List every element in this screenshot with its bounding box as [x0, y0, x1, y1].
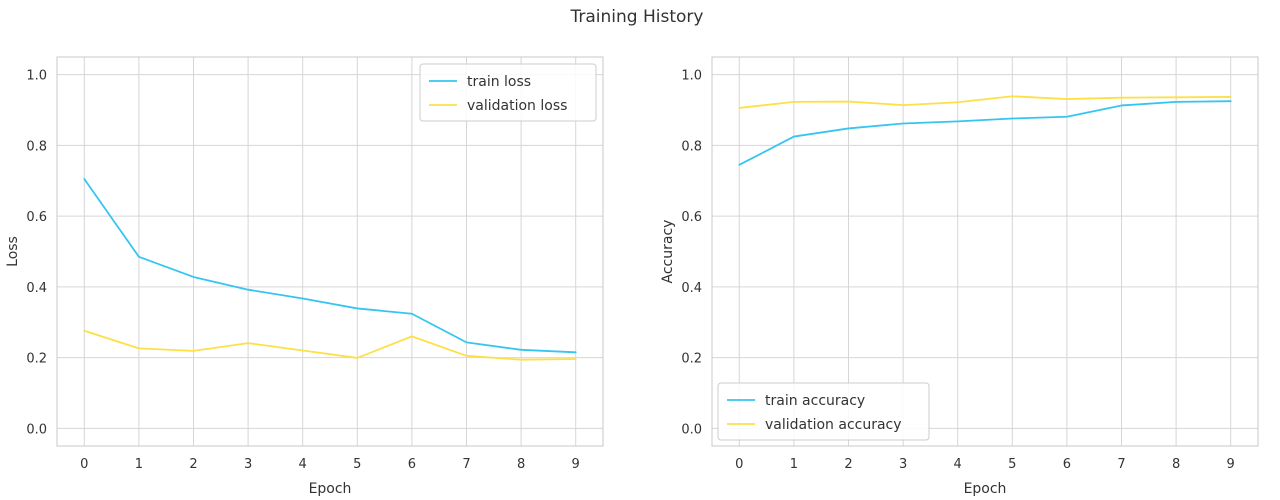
accuracy-series-line-train: [738, 100, 1232, 166]
loss-x-tick-label: 2: [189, 457, 197, 472]
loss-x-tick-label: 5: [353, 457, 361, 472]
loss-y-axis-label: Loss: [5, 236, 21, 267]
loss-grid: [57, 57, 603, 446]
loss-y-tick-label: 0.2: [26, 352, 47, 367]
accuracy-y-tick-label: 0.8: [681, 139, 702, 154]
accuracy-legend: train accuracy validation accuracy: [717, 382, 930, 441]
loss-x-tick-label: 3: [244, 457, 252, 472]
loss-y-tick-label: 0.8: [26, 139, 47, 154]
loss-y-tick-label: 0.0: [26, 422, 47, 437]
loss-plot-frame: [56, 56, 604, 447]
loss-x-tick-label: 4: [299, 457, 307, 472]
accuracy-plot-frame: [711, 56, 1259, 447]
accuracy-y-tick-label: 0.6: [681, 210, 702, 225]
loss-x-tick-label: 6: [408, 457, 416, 472]
accuracy-x-tick-label: 8: [1172, 457, 1180, 472]
accuracy-x-tick-label: 7: [1117, 457, 1125, 472]
accuracy-x-tick-label: 6: [1063, 457, 1071, 472]
loss-chart: 0 1 2 3 4 5 6 7 8 9 0.0 0.2 0.4 0.6 0.8 1.0 Epoch Loss tra…: [5, 56, 604, 497]
accuracy-y-tick-label: 0.2: [681, 352, 702, 367]
accuracy-x-tick-label: 4: [954, 457, 962, 472]
loss-series-line-train: [83, 178, 577, 354]
accuracy-x-tick-label: 1: [790, 457, 798, 472]
loss-x-tick-label: 8: [517, 457, 525, 472]
accuracy-legend-label: train accuracy: [765, 393, 865, 409]
accuracy-legend-box: [717, 382, 930, 441]
accuracy-x-tick-label: 9: [1227, 457, 1235, 472]
loss-y-tick-label: 0.6: [26, 210, 47, 225]
loss-x-tick-label: 9: [572, 457, 580, 472]
loss-legend-label: validation loss: [467, 98, 567, 114]
loss-x-axis-label: Epoch: [309, 481, 352, 497]
accuracy-chart: 0 1 2 3 4 5 6 7 8 9 0.0 0.2 0.4 0.6 0.8 1.0 Epoch Accurac…: [660, 56, 1259, 497]
accuracy-y-axis-label: Accuracy: [660, 220, 676, 284]
accuracy-x-tick-label: 0: [735, 457, 743, 472]
accuracy-legend-label: validation accuracy: [765, 417, 902, 433]
loss-y-tick-label: 1.0: [26, 69, 47, 84]
loss-series-line-validation: [83, 329, 577, 361]
loss-x-tick-label: 1: [135, 457, 143, 472]
accuracy-grid: [712, 57, 1258, 446]
loss-x-tick-label: 0: [80, 457, 88, 472]
accuracy-x-tick-label: 5: [1008, 457, 1016, 472]
accuracy-y-tick-label: 1.0: [681, 69, 702, 84]
figure-title: Training History: [570, 7, 704, 27]
loss-legend-label: train loss: [467, 74, 531, 90]
loss-x-tick-label: 7: [462, 457, 470, 472]
accuracy-y-tick-label: 0.0: [681, 422, 702, 437]
loss-y-tick-label: 0.4: [26, 281, 47, 296]
loss-legend: train loss validation loss: [419, 63, 597, 122]
accuracy-y-tick-label: 0.4: [681, 281, 702, 296]
accuracy-x-tick-label: 2: [844, 457, 852, 472]
accuracy-series-line-validation: [738, 95, 1232, 109]
accuracy-x-tick-label: 3: [899, 457, 907, 472]
accuracy-x-axis-label: Epoch: [964, 481, 1007, 497]
loss-legend-box: [419, 63, 597, 122]
